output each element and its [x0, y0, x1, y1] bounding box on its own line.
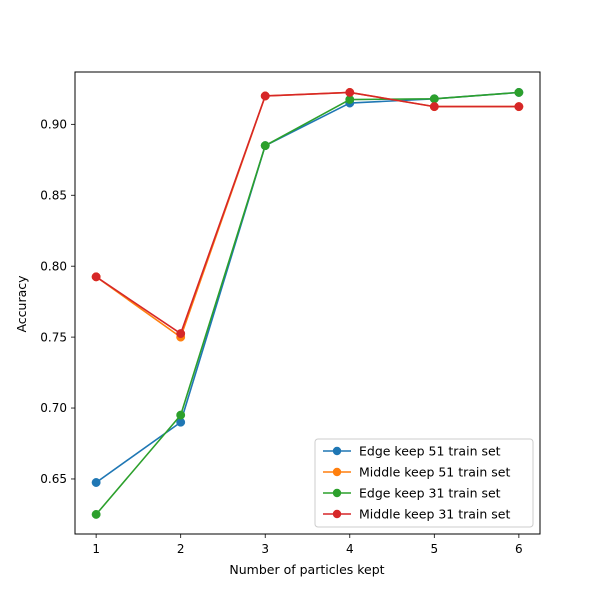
- data-point: [176, 329, 186, 339]
- y-tick-label: 0.70: [40, 401, 67, 415]
- x-tick-label: 3: [261, 542, 269, 556]
- data-point: [91, 478, 101, 487]
- data-point: [429, 102, 439, 112]
- y-tick-label: 0.75: [40, 330, 67, 344]
- x-tick-label: 5: [430, 542, 438, 556]
- legend-label: Edge keep 31 train set: [359, 486, 501, 501]
- series-line: [95, 91, 520, 484]
- data-point: [260, 91, 270, 101]
- series-line: [95, 91, 520, 516]
- series-1: [91, 87, 524, 487]
- legend: Edge keep 51 train set Middle keep 51 tra…: [314, 438, 534, 528]
- legend-marker: [332, 446, 342, 456]
- x-tick-label: 4: [346, 542, 354, 556]
- data-point: [260, 141, 270, 151]
- y-tick-label: 0.85: [40, 188, 67, 202]
- data-point: [429, 94, 439, 104]
- series-layer: [91, 87, 524, 519]
- y-tick-label: 0.65: [40, 472, 67, 486]
- data-point: [514, 102, 524, 112]
- x-axis-title: Number of particles kept: [229, 562, 384, 577]
- legend-marker: [332, 488, 342, 498]
- legend-item: Edge keep 51 train set: [323, 444, 501, 459]
- data-point: [176, 410, 186, 420]
- data-point: [91, 509, 101, 519]
- plot-frame-border: [74, 71, 541, 535]
- y-tick-label: 0.90: [40, 118, 67, 132]
- series-line: [95, 91, 520, 338]
- series-4: [91, 87, 524, 339]
- series-line: [95, 91, 520, 335]
- legend-box: [314, 438, 534, 528]
- legend-label: Middle keep 51 train set: [359, 465, 510, 480]
- y-tick-label: 0.80: [40, 259, 67, 273]
- plot-frame: [74, 71, 541, 535]
- legend-marker: [332, 509, 342, 519]
- legend-marker: [332, 467, 342, 477]
- y-axis-title: Accuracy: [14, 275, 29, 333]
- legend-label: Middle keep 31 train set: [359, 507, 510, 522]
- legend-item: Middle keep 31 train set: [323, 507, 510, 522]
- series-2: [91, 87, 524, 342]
- legend-item: Middle keep 51 train set: [323, 465, 510, 480]
- data-point: [91, 272, 101, 282]
- x-tick-label: 1: [92, 542, 100, 556]
- data-point: [514, 87, 524, 97]
- data-point: [345, 87, 355, 97]
- x-tick-label: 2: [177, 542, 185, 556]
- x-tick-label: 6: [515, 542, 523, 556]
- legend-label: Edge keep 51 train set: [359, 444, 501, 459]
- axis-ticks: 1 2 3 4 5 6 0.65 0.70 0.75 0.80 0.85 0.90: [40, 118, 522, 556]
- legend-item: Edge keep 31 train set: [323, 486, 501, 501]
